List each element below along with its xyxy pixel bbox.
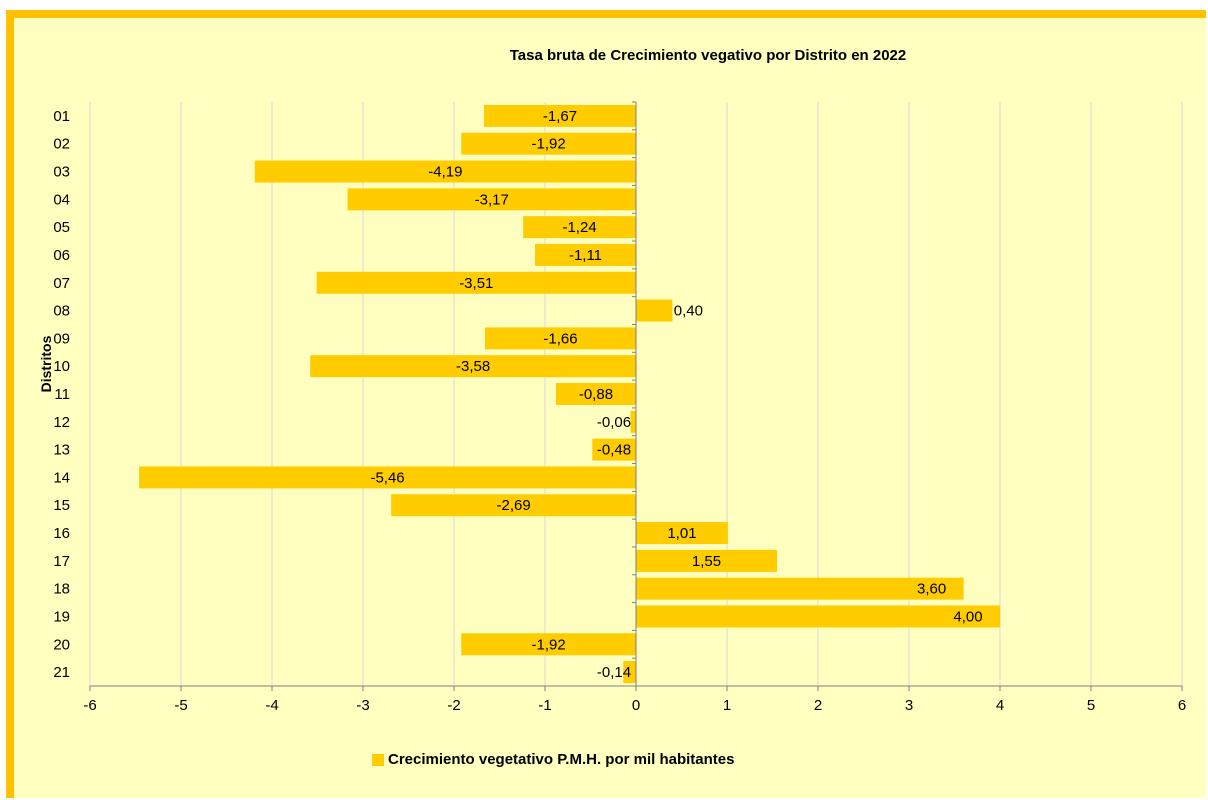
y-axis-title: Distritos <box>38 335 54 393</box>
y-tick-label: 17 <box>53 553 70 570</box>
data-label: -0,88 <box>579 386 613 403</box>
data-label: 3,60 <box>917 581 946 598</box>
y-tick-label: 16 <box>53 525 70 542</box>
y-tick-label: 04 <box>53 191 70 208</box>
bar <box>630 410 636 433</box>
y-tick-label: 10 <box>53 358 70 375</box>
x-tick-label: -5 <box>174 697 187 714</box>
y-tick-label: 21 <box>53 664 70 681</box>
bar <box>139 466 636 489</box>
bar <box>316 271 636 294</box>
bar <box>461 132 636 155</box>
bar <box>636 549 778 572</box>
bar <box>636 605 1000 628</box>
bar <box>347 188 636 211</box>
bar <box>461 633 636 656</box>
bar <box>534 243 636 266</box>
data-label: 1,55 <box>692 553 721 570</box>
y-tick-label: 20 <box>53 636 70 653</box>
y-tick-label: 15 <box>53 497 70 514</box>
data-label: -3,51 <box>459 275 493 292</box>
x-tick-label: 3 <box>905 697 913 714</box>
y-tick-label: 07 <box>53 275 70 292</box>
data-label: -0,48 <box>597 442 631 459</box>
bar <box>636 577 964 600</box>
data-label: -1,11 <box>569 247 602 264</box>
bar <box>484 327 636 350</box>
bar <box>636 299 673 322</box>
x-tick-label: -1 <box>538 697 551 714</box>
legend-swatch <box>372 753 384 766</box>
x-tick-label: 6 <box>1178 697 1186 714</box>
data-label: -0,06 <box>597 414 631 431</box>
y-tick-label: 19 <box>53 608 70 625</box>
data-label: -5,46 <box>370 469 404 486</box>
y-tick-label: 13 <box>53 442 70 459</box>
bar <box>523 216 636 239</box>
x-tick-label: 4 <box>996 697 1004 714</box>
data-label: 4,00 <box>953 608 982 625</box>
y-tick-label: 11 <box>54 386 70 403</box>
x-tick-label: 1 <box>723 697 731 714</box>
legend-label: Crecimiento vegetativo P.M.H. por mil ha… <box>388 751 735 768</box>
data-label: 1,01 <box>667 525 696 542</box>
x-tick-label: -3 <box>356 697 369 714</box>
legend: Crecimiento vegetativo P.M.H. por mil ha… <box>372 751 734 768</box>
data-label: -3,17 <box>475 191 509 208</box>
data-label: -4,19 <box>428 164 462 181</box>
y-tick-label: 14 <box>53 469 70 486</box>
bar <box>555 383 636 405</box>
x-tick-label: -4 <box>265 697 278 714</box>
y-tick-label: 02 <box>53 136 70 153</box>
data-label: -1,67 <box>543 108 577 125</box>
data-label: -1,92 <box>532 136 566 153</box>
bar <box>310 355 636 378</box>
bar <box>391 494 636 517</box>
y-tick-label: 05 <box>53 219 70 236</box>
data-label: -1,66 <box>543 330 577 347</box>
y-tick-label: 03 <box>53 164 70 181</box>
y-tick-label: 08 <box>53 303 70 320</box>
bar <box>484 104 636 127</box>
bar <box>636 522 728 545</box>
bar <box>623 661 636 684</box>
bar <box>254 160 636 183</box>
y-tick-label: 12 <box>53 414 70 431</box>
data-label: -1,24 <box>562 219 596 236</box>
y-tick-label: 18 <box>53 581 70 598</box>
y-tick-label: 01 <box>53 108 70 125</box>
chart-title: Tasa bruta de Crecimiento vegativo por D… <box>509 47 907 64</box>
data-label: -1,92 <box>532 636 566 653</box>
bar <box>592 438 636 461</box>
data-label: 0,40 <box>674 303 703 320</box>
data-label: -2,69 <box>497 497 531 514</box>
data-label: -0,14 <box>597 664 631 681</box>
x-tick-label: 2 <box>814 697 822 714</box>
x-tick-label: -2 <box>447 697 460 714</box>
x-tick-label: -6 <box>83 697 96 714</box>
y-tick-label: 06 <box>53 247 70 264</box>
y-tick-label: 09 <box>53 330 70 347</box>
x-tick-label: 0 <box>632 697 640 714</box>
data-label: -3,58 <box>456 358 490 375</box>
x-tick-label: 5 <box>1087 697 1095 714</box>
